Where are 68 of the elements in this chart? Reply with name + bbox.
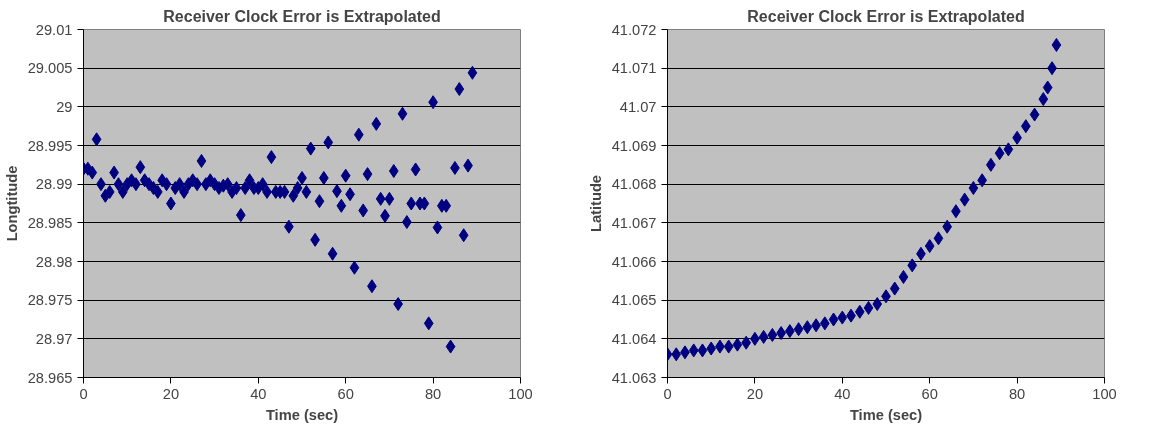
y-tick-label: 41.068 [611,176,657,193]
x-tick-label: 40 [834,385,851,402]
y-tick-label: 29.01 [35,21,73,38]
point [854,304,865,319]
y-tick-label: 41.067 [611,214,657,231]
y-tick-label: 41.064 [611,330,657,347]
y-tick-label: 28.98 [35,253,73,270]
point [767,327,778,342]
point [758,329,769,344]
y-tick-label: 41.063 [611,369,657,386]
y-tick-label: 41.069 [611,137,657,154]
y-tick-label: 29 [56,98,73,115]
point [889,281,900,296]
point [863,300,874,315]
point [697,343,708,358]
y-tick-label: 28.985 [27,214,73,231]
x-tick-label: 100 [508,385,533,402]
point [1051,37,1062,52]
y-tick-label: 28.975 [27,292,73,309]
chart-title: Receiver Clock Error is Extrapolated [163,7,441,25]
x-tick-label: 60 [921,385,938,402]
point [942,219,953,234]
x-tick-label: 80 [424,385,442,402]
point [1029,107,1040,122]
point [793,322,804,337]
x-tick-label: 0 [663,385,672,402]
point [723,339,734,354]
x-tick-label: 20 [746,385,764,402]
point [802,320,813,335]
y-axis-title: Longtitude [3,165,20,242]
point [688,343,699,358]
point [732,337,743,352]
y-tick-label: 28.965 [27,369,73,386]
x-tick-label: 100 [1092,385,1117,402]
x-tick-label: 80 [1008,385,1026,402]
point [671,347,682,362]
x-axis-title: Time (sec) [849,406,923,423]
y-tick-label: 28.97 [35,330,73,347]
point [933,231,944,246]
y-tick-label: 41.072 [611,21,657,38]
point [924,239,935,254]
y-tick-label: 28.995 [27,137,73,154]
y-axis-title: Latitude [587,175,604,232]
x-axis-title: Time (sec) [265,406,339,423]
point [968,181,979,196]
y-tick-label: 41.065 [611,292,657,309]
point [819,316,830,331]
point [959,192,970,207]
point [1003,142,1014,157]
point [898,269,909,284]
point [706,341,717,356]
chart-title: Receiver Clock Error is Extrapolated [747,7,1025,25]
x-tick-label: 60 [337,385,354,402]
x-tick-label: 40 [250,385,267,402]
point [1038,92,1049,107]
point [907,258,918,273]
y-tick-label: 41.071 [611,60,657,77]
point [872,297,883,312]
x-tick-label: 20 [162,385,180,402]
y-tick-label: 29.005 [27,60,73,77]
y-tick-label: 41.07 [619,98,657,115]
point [1042,80,1053,95]
x-tick-label: 0 [79,385,88,402]
point [994,146,1005,161]
point [837,310,848,325]
point [828,312,839,327]
y-tick-label: 28.99 [35,176,73,193]
y-tick-label: 41.066 [611,253,657,270]
